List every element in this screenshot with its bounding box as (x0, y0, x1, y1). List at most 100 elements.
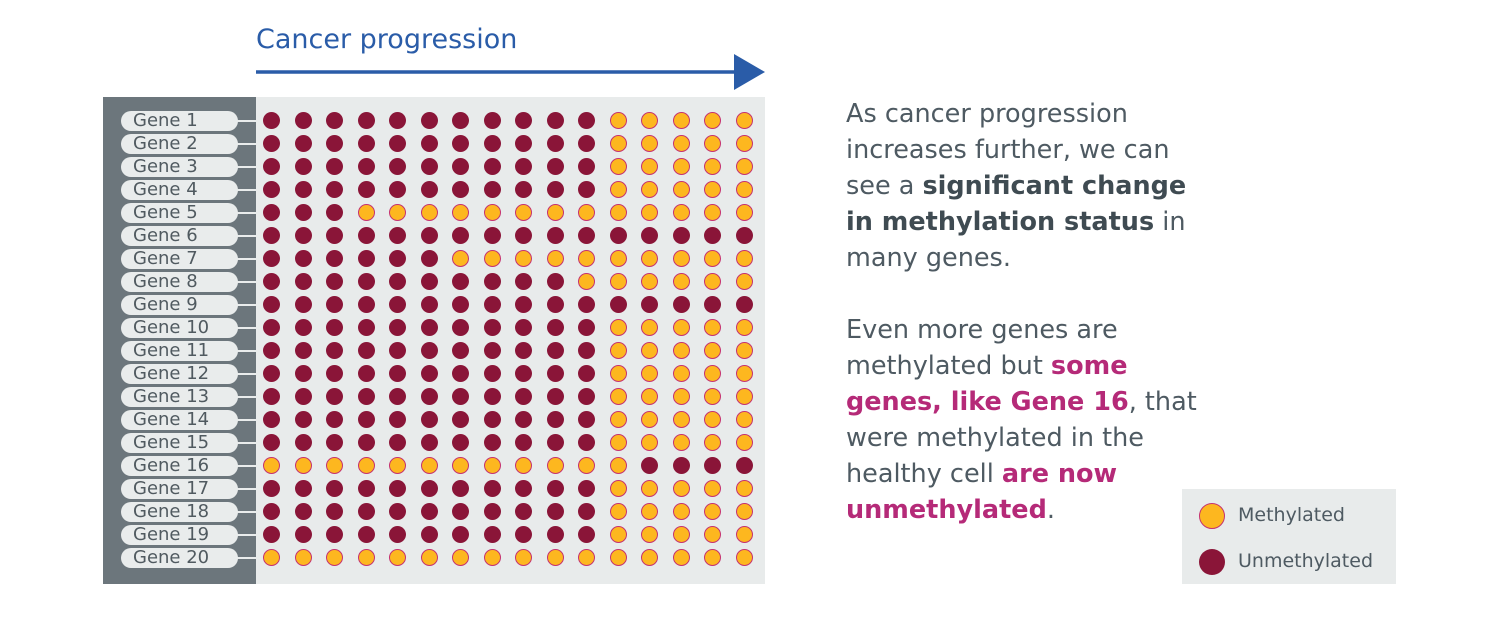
unmethylated-dot (263, 250, 280, 267)
unmethylated-dot (452, 411, 469, 428)
methylated-dot (641, 480, 658, 497)
unmethylated-dot (326, 480, 343, 497)
methylated-dot (483, 457, 501, 474)
unmethylated-dot (483, 273, 501, 290)
methylated-dot (704, 135, 721, 152)
unmethylated-dot (326, 503, 343, 520)
unmethylated-dot (452, 319, 469, 336)
unmethylated-dot (452, 526, 469, 543)
unmethylated-dot (452, 181, 469, 198)
unmethylated-dot (420, 526, 438, 543)
methylated-dot (515, 549, 532, 566)
methylated-dot (578, 250, 595, 267)
gene-label: Gene 14 (121, 409, 238, 430)
unmethylated-dot (546, 296, 564, 313)
unmethylated-dot (452, 480, 469, 497)
unmethylated-dot (452, 296, 469, 313)
unmethylated-dot (420, 319, 438, 336)
methylated-dot (609, 549, 627, 566)
unmethylated-dot (704, 457, 721, 474)
unmethylated-dot (357, 342, 375, 359)
unmethylated-dot (294, 342, 312, 359)
methylated-dot (704, 365, 721, 382)
unmethylated-dot (263, 181, 280, 198)
unmethylated-dot (515, 227, 532, 244)
unmethylated-dot (483, 296, 501, 313)
unmethylated-dot (420, 227, 438, 244)
unmethylated-dot (294, 273, 312, 290)
gene-label: Gene 13 (121, 386, 238, 407)
methylated-dot (641, 112, 658, 129)
explanation-text: As cancer progression increases further,… (846, 96, 1206, 528)
unmethylated-dot (420, 342, 438, 359)
unmethylated-dot (515, 503, 532, 520)
unmethylated-dot (420, 434, 438, 451)
cancer-progression-title: Cancer progression (256, 24, 518, 55)
methylated-dot (609, 273, 627, 290)
methylated-dot (672, 526, 690, 543)
methylated-dot (609, 526, 627, 543)
methylated-dot (641, 526, 658, 543)
unmethylated-dot (263, 135, 280, 152)
methylated-dot (641, 273, 658, 290)
gene-label: Gene 8 (121, 271, 238, 292)
unmethylated-dot (546, 273, 564, 290)
unmethylated-dot (578, 526, 595, 543)
unmethylated-dot (515, 434, 532, 451)
methylated-dot (704, 112, 721, 129)
unmethylated-dot (357, 411, 375, 428)
unmethylated-dot (515, 135, 532, 152)
methylated-dot (735, 480, 753, 497)
unmethylated-dot (420, 181, 438, 198)
unmethylated-dot (515, 388, 532, 405)
methylated-dot (735, 250, 753, 267)
unmethylated-dot (389, 434, 406, 451)
gene-connector (236, 165, 256, 168)
gene-label: Gene 7 (121, 248, 238, 269)
methylated-dot (672, 181, 690, 198)
methylated-dot (704, 273, 721, 290)
p2-text-a: Even more genes are methylated but (846, 315, 1118, 381)
unmethylated-dot (515, 273, 532, 290)
unmethylated-dot (452, 112, 469, 129)
p1-text-a: As cancer progression increases further,… (846, 99, 1170, 201)
unmethylated-dot (546, 365, 564, 382)
unmethylated-dot (420, 388, 438, 405)
methylated-dot (515, 250, 532, 267)
p1-text-c: in many genes. (846, 207, 1186, 273)
unmethylated-dot (578, 227, 595, 244)
methylated-dot (609, 388, 627, 405)
unmethylated-dot (326, 158, 343, 175)
unmethylated-dot (326, 227, 343, 244)
unmethylated-dot (389, 480, 406, 497)
unmethylated-dot (357, 480, 375, 497)
paragraph-1: As cancer progression increases further,… (846, 96, 1206, 276)
gene-connector (236, 188, 256, 191)
legend: Methylated Unmethylated (1182, 489, 1396, 584)
unmethylated-dot (578, 319, 595, 336)
unmethylated-dot (326, 434, 343, 451)
methylated-dot (326, 457, 343, 474)
unmethylated-dot (704, 296, 721, 313)
unmethylated-dot (389, 273, 406, 290)
unmethylated-dot (452, 135, 469, 152)
unmethylated-dot (483, 480, 501, 497)
methylated-dot (704, 503, 721, 520)
methylated-dot (735, 411, 753, 428)
unmethylated-dot (357, 181, 375, 198)
methylated-dot (263, 549, 280, 566)
unmethylated-dot (357, 158, 375, 175)
gene-label: Gene 20 (121, 547, 238, 568)
unmethylated-dot (263, 342, 280, 359)
methylated-dot (672, 112, 690, 129)
unmethylated-dot (294, 227, 312, 244)
unmethylated-dot (546, 411, 564, 428)
gene-label: Gene 19 (121, 524, 238, 545)
unmethylated-dot (263, 411, 280, 428)
gene-label: Gene 16 (121, 455, 238, 476)
methylated-dot (641, 365, 658, 382)
unmethylated-dot (420, 411, 438, 428)
unmethylated-dot (294, 503, 312, 520)
unmethylated-dot (294, 296, 312, 313)
methylated-dot (672, 388, 690, 405)
